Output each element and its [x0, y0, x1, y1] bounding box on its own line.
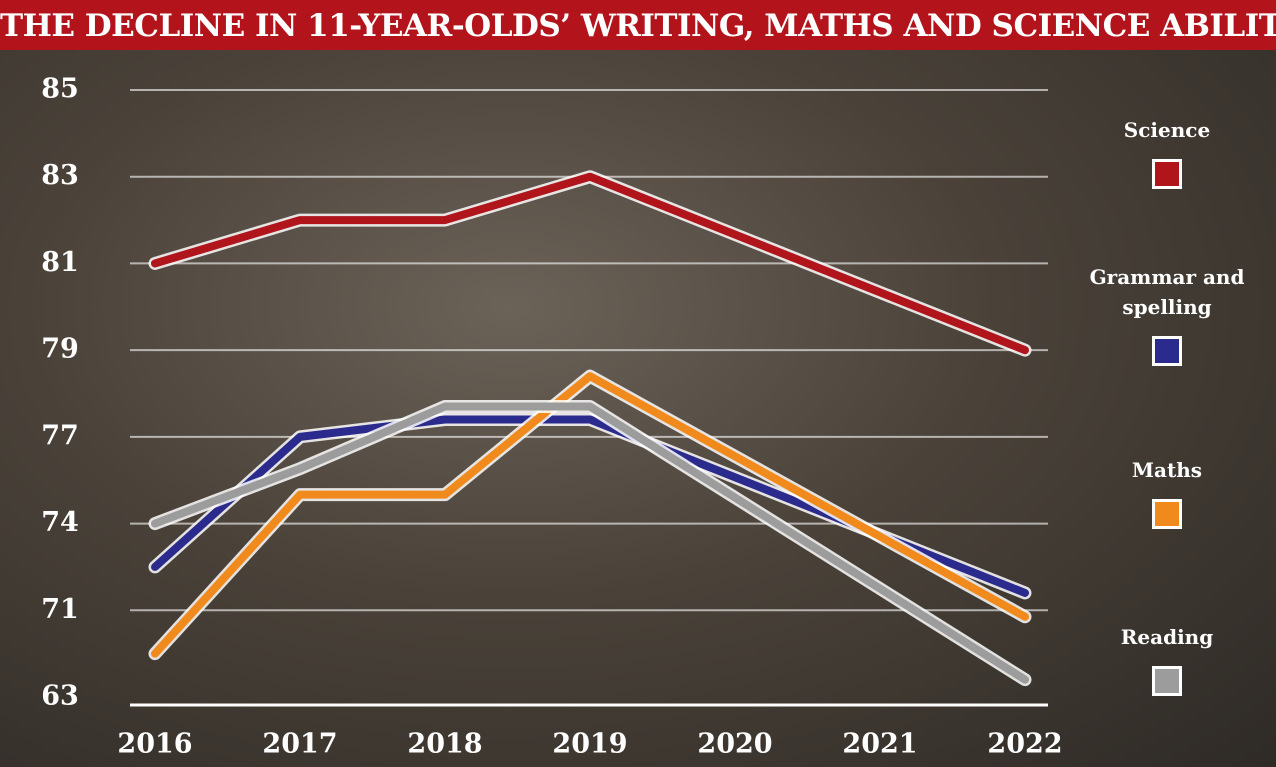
- y-tick-label: 71: [41, 594, 79, 625]
- x-tick-label: 2016: [117, 729, 192, 760]
- chart-title: THE DECLINE IN 11-YEAR-OLDS’ WRITING, MA…: [0, 0, 1276, 50]
- x-tick-label: 2022: [987, 729, 1062, 760]
- line: [151, 172, 1029, 355]
- legend-label: Reading: [1120, 625, 1214, 649]
- legend-swatch: [1152, 499, 1182, 529]
- x-tick-label: 2019: [552, 729, 627, 760]
- y-tick-label: 83: [41, 160, 79, 191]
- legend-label: Science: [1123, 118, 1211, 142]
- y-tick-label: 81: [41, 247, 79, 278]
- legend-swatch: [1152, 159, 1182, 189]
- x-tick-label: 2018: [407, 729, 482, 760]
- x-tick-label: 2021: [842, 729, 917, 760]
- y-tick-label: 77: [41, 420, 79, 451]
- line: [151, 372, 1029, 658]
- y-tick-label: 74: [41, 507, 79, 538]
- legend-label: Maths: [1131, 458, 1203, 482]
- legend-item: Maths: [1072, 455, 1262, 529]
- legend-label: Grammar and spelling: [1089, 265, 1245, 319]
- legend-item: Reading: [1072, 622, 1262, 696]
- x-tick-label: 2020: [697, 729, 772, 760]
- y-tick-label: 79: [41, 334, 79, 365]
- line: [151, 402, 1029, 684]
- legend-swatch: [1152, 666, 1182, 696]
- x-tick-label: 2017: [262, 729, 337, 760]
- y-tick-label: 85: [41, 74, 79, 105]
- y-tick-label: 63: [41, 681, 79, 712]
- legend-item: Science: [1072, 115, 1262, 189]
- legend-item: Grammar and spelling: [1072, 262, 1262, 366]
- legend-swatch: [1152, 336, 1182, 366]
